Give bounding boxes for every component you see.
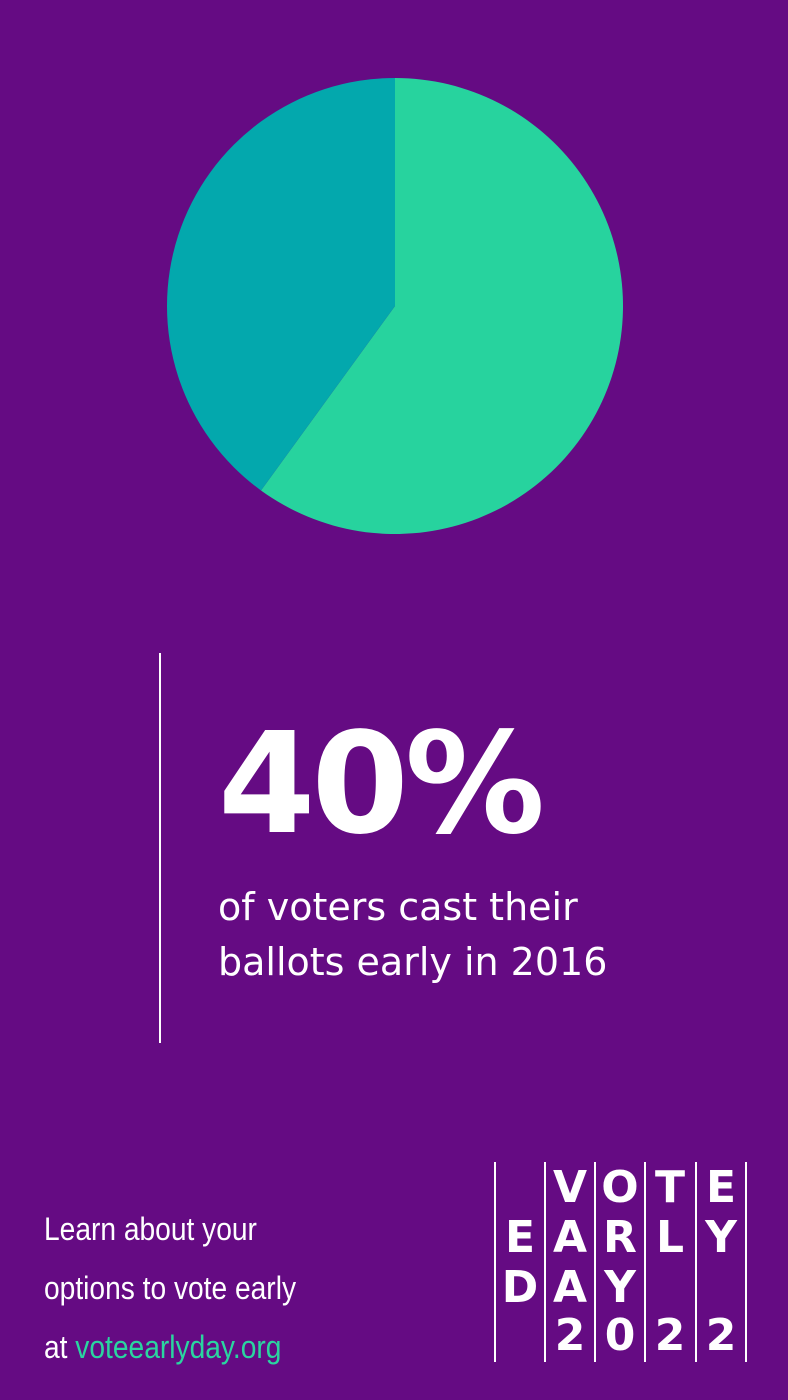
logo-letter: R bbox=[603, 1212, 637, 1263]
logo-letter: D bbox=[501, 1262, 539, 1313]
logo-letter: 2 bbox=[554, 1310, 586, 1361]
stat-caption: of voters cast their ballots early in 20… bbox=[218, 880, 678, 990]
stat-caption-line-2: ballots early in 2016 bbox=[218, 940, 608, 984]
vote-early-day-logo: V O T E E A R L Y D A Y 2 0 2 2 bbox=[494, 1162, 752, 1362]
footer-line-1: Learn about your bbox=[44, 1211, 257, 1247]
logo-letter: 0 bbox=[604, 1310, 636, 1361]
pie-chart bbox=[166, 78, 623, 534]
logo-bar bbox=[594, 1162, 596, 1362]
footer-text: Learn about your options to vote early a… bbox=[44, 1200, 414, 1377]
divider-line bbox=[159, 653, 161, 1043]
stat-value: 40% bbox=[218, 703, 545, 866]
logo-letter: E bbox=[504, 1212, 536, 1263]
footer-line-2: options to vote early bbox=[44, 1270, 297, 1306]
logo-bar bbox=[544, 1162, 546, 1362]
logo-bar bbox=[644, 1162, 646, 1362]
website-link[interactable]: voteearlyday.org bbox=[75, 1329, 282, 1365]
logo-letter: V bbox=[552, 1162, 588, 1213]
footer-line-3: at voteearlyday.org bbox=[44, 1318, 414, 1377]
logo-letter: Y bbox=[604, 1262, 636, 1313]
logo-letter: A bbox=[552, 1212, 588, 1263]
stat-caption-line-1: of voters cast their bbox=[218, 885, 578, 929]
logo-bar bbox=[745, 1162, 747, 1362]
logo-letter: Y bbox=[705, 1212, 737, 1263]
pie-slice-1 bbox=[166, 78, 395, 491]
logo-letter: 2 bbox=[654, 1310, 686, 1361]
logo-bar bbox=[695, 1162, 697, 1362]
pie-slice-0 bbox=[260, 78, 623, 534]
logo-letter: 2 bbox=[705, 1310, 737, 1361]
logo-letter: E bbox=[705, 1162, 737, 1213]
logo-letter: O bbox=[601, 1162, 639, 1213]
logo-bar bbox=[494, 1162, 496, 1362]
logo-letter: A bbox=[552, 1262, 588, 1313]
footer-line-3-prefix: at bbox=[44, 1329, 76, 1365]
logo-letter: L bbox=[655, 1212, 685, 1263]
logo-letter: T bbox=[654, 1162, 685, 1213]
